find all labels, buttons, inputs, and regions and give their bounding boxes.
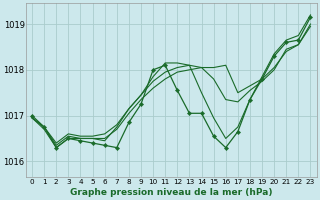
X-axis label: Graphe pression niveau de la mer (hPa): Graphe pression niveau de la mer (hPa) — [70, 188, 273, 197]
